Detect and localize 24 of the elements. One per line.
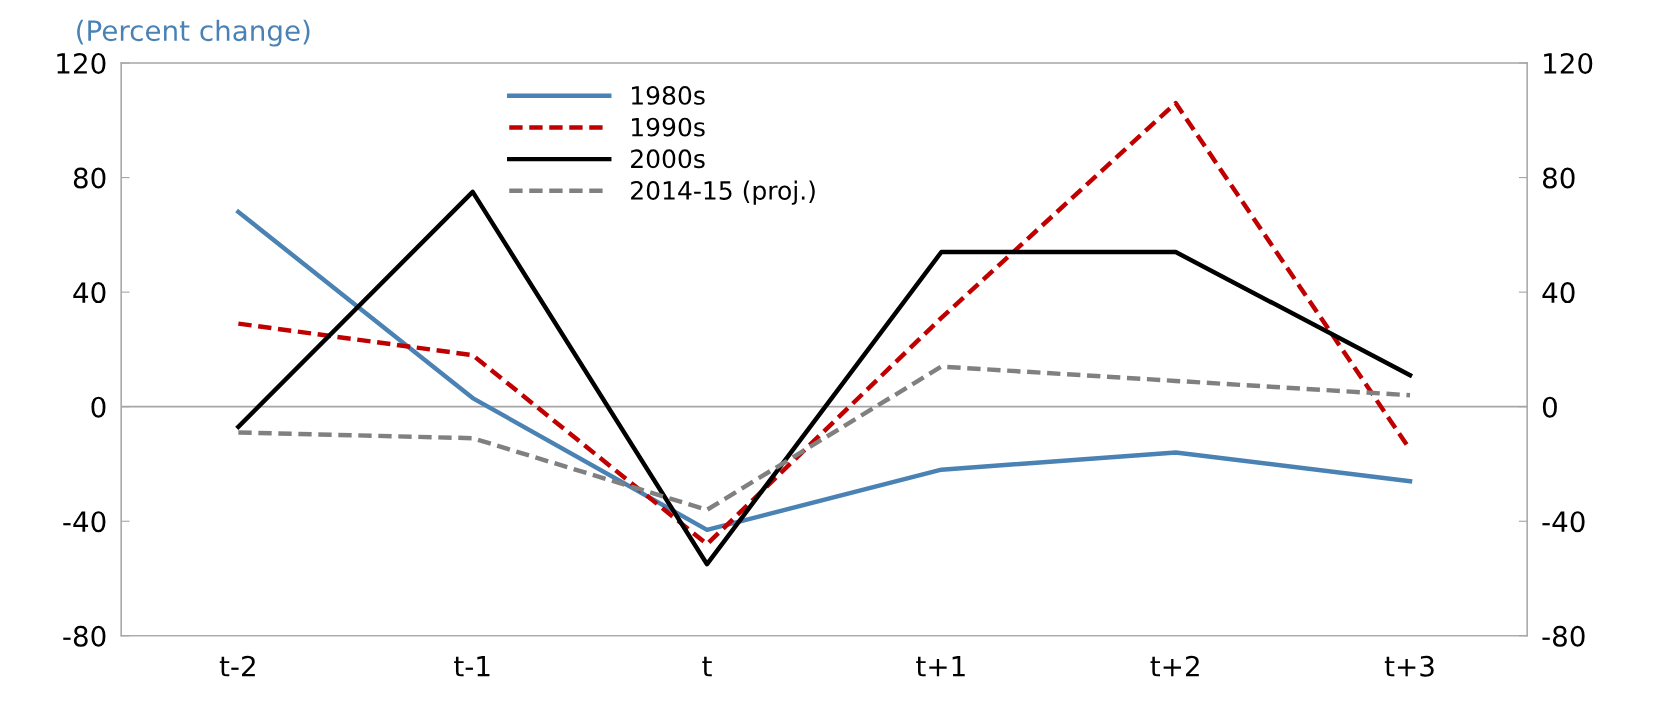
- legend-label: 1990s: [631, 117, 705, 137]
- x-tick-label: t+3: [1384, 655, 1434, 677]
- y2-tick-label: -80: [1542, 625, 1585, 647]
- y-tick-label: -40: [63, 511, 106, 533]
- legend-label: 2014-15 (proj.): [631, 180, 815, 205]
- x-tick-label: t+2: [1150, 655, 1199, 677]
- y-tick-label: 80: [73, 167, 106, 189]
- x-tick-label: t-1: [454, 656, 490, 677]
- y-tick-label: 0: [91, 396, 106, 418]
- y2-tick-label: -40: [1542, 511, 1585, 533]
- legend-label: 2000s: [631, 149, 705, 169]
- y2-tick-label: 40: [1542, 282, 1575, 304]
- x-tick-label: t-2: [219, 655, 255, 677]
- y-tick-label: 120: [57, 52, 106, 74]
- x-tick-label: t: [702, 656, 712, 677]
- chart-subtitle: (Percent change): [77, 19, 310, 47]
- y2-tick-label: 80: [1542, 167, 1575, 189]
- y2-tick-label: 120: [1544, 52, 1593, 74]
- legend-label: 1980s: [631, 85, 705, 105]
- y-tick-label: 40: [73, 282, 106, 304]
- x-tick-label: t+1: [916, 656, 965, 677]
- line-series: [236, 364, 1413, 513]
- y2-tick-label: 0: [1542, 396, 1557, 418]
- y-tick-label: -80: [63, 625, 106, 647]
